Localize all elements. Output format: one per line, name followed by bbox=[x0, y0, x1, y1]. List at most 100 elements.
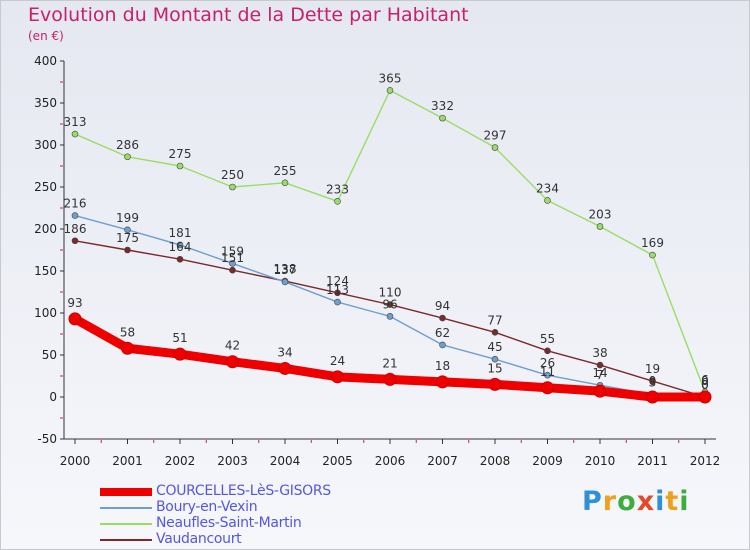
series-1-data-label: 26 bbox=[540, 356, 555, 370]
series-0-point bbox=[646, 390, 659, 404]
x-tick-label: 2004 bbox=[270, 454, 301, 468]
series-1-data-label: 137 bbox=[274, 263, 297, 277]
series-2-data-label: 169 bbox=[641, 236, 664, 250]
series-2-data-label: 203 bbox=[589, 207, 612, 221]
legend-swatch bbox=[100, 523, 152, 525]
chart-title: Evolution du Montant de la Dette par Hab… bbox=[28, 4, 469, 26]
series-3-data-label: 19 bbox=[645, 362, 660, 376]
series-2-point bbox=[71, 130, 79, 138]
series-3-data-label: 164 bbox=[169, 240, 192, 254]
series-3-point bbox=[596, 361, 604, 369]
series-3-point bbox=[439, 314, 446, 322]
y-tick-label: 200 bbox=[34, 222, 57, 236]
series-2-data-label: 6 bbox=[701, 373, 709, 387]
x-tick-label: 2010 bbox=[585, 454, 616, 468]
series-1-point bbox=[491, 355, 499, 363]
series-1-data-label: 96 bbox=[382, 297, 397, 311]
series-3-point bbox=[176, 255, 184, 263]
series-2-point bbox=[281, 179, 289, 187]
series-2-point bbox=[334, 197, 341, 205]
series-2-data-label: 332 bbox=[431, 99, 454, 113]
series-3-data-label: 94 bbox=[435, 299, 450, 313]
series-3-point bbox=[544, 347, 551, 355]
series-1-point bbox=[439, 341, 446, 349]
series-3-point bbox=[124, 246, 131, 254]
series-3-data-label: 124 bbox=[326, 274, 349, 288]
legend-swatch bbox=[100, 488, 152, 496]
series-0-data-label: 15 bbox=[487, 361, 502, 375]
series-1-data-label: 113 bbox=[326, 283, 349, 297]
series-0-point bbox=[226, 355, 239, 369]
series-1-point bbox=[71, 212, 79, 219]
y-tick-label: 400 bbox=[34, 54, 57, 68]
series-3-data-label: 110 bbox=[379, 286, 402, 300]
series-0-data-label: 21 bbox=[382, 356, 397, 370]
x-tick-label: 2009 bbox=[532, 454, 563, 468]
series-2-data-label: 233 bbox=[326, 182, 349, 196]
series-3-data-label: 77 bbox=[487, 313, 502, 327]
series-0-point bbox=[383, 372, 397, 386]
x-tick-label: 2012 bbox=[690, 454, 721, 468]
series-1-data-label: 181 bbox=[169, 226, 192, 240]
legend-swatch bbox=[100, 507, 152, 509]
series-0-point bbox=[541, 381, 554, 395]
series-1-point bbox=[124, 226, 131, 234]
series-2-data-label: 234 bbox=[536, 181, 559, 195]
series-1-data-label: 3 bbox=[649, 375, 657, 389]
y-tick-label: 100 bbox=[34, 306, 57, 320]
series-3-point bbox=[491, 329, 499, 336]
series-1-point bbox=[281, 278, 289, 286]
x-tick-label: 2011 bbox=[637, 454, 668, 468]
series-2-data-label: 313 bbox=[64, 115, 87, 129]
legend-label: Boury-en-Vexin bbox=[156, 499, 258, 515]
series-0-data-label: 42 bbox=[225, 339, 240, 353]
y-tick-label: 150 bbox=[34, 264, 57, 278]
series-0-data-label: 51 bbox=[172, 331, 187, 345]
series-2-data-label: 275 bbox=[169, 147, 192, 161]
series-0-data-label: 24 bbox=[330, 354, 345, 368]
series-0-data-label: 93 bbox=[67, 296, 82, 310]
series-3-data-label: 175 bbox=[116, 231, 139, 245]
series-2-data-label: 297 bbox=[484, 129, 507, 143]
series-0-data-label: 11 bbox=[540, 365, 555, 379]
x-tick-label: 2005 bbox=[322, 454, 353, 468]
series-2-point bbox=[439, 114, 446, 122]
series-1-data-label: 14 bbox=[592, 366, 607, 380]
series-2-data-label: 286 bbox=[116, 138, 139, 152]
x-tick-label: 2003 bbox=[217, 454, 248, 468]
series-1-point bbox=[544, 371, 551, 379]
series-2-point bbox=[544, 197, 551, 204]
series-3-point bbox=[229, 266, 236, 274]
series-1-data-label: 0 bbox=[701, 378, 709, 392]
y-tick-label: 0 bbox=[49, 390, 57, 404]
series-2-point bbox=[176, 162, 184, 170]
x-tick-label: 2007 bbox=[427, 454, 458, 468]
series-2-data-label: 365 bbox=[379, 71, 402, 85]
x-tick-label: 2006 bbox=[375, 454, 406, 468]
series-1-point bbox=[229, 260, 236, 267]
y-tick-label: -50 bbox=[37, 432, 57, 446]
series-2-point bbox=[649, 251, 656, 259]
series-1-point bbox=[176, 241, 184, 249]
series-0-data-label: 18 bbox=[435, 359, 450, 373]
series-3-point bbox=[334, 289, 341, 297]
series-0-point bbox=[278, 361, 292, 375]
series-0-data-label: 34 bbox=[277, 345, 292, 359]
series-3-data-label: 186 bbox=[64, 222, 87, 236]
series-0-point bbox=[121, 341, 134, 355]
series-3-data-label: 38 bbox=[592, 346, 607, 360]
series-0-data-label: 0 bbox=[701, 374, 709, 388]
x-tick-label: 2001 bbox=[112, 454, 143, 468]
series-0-data-label: 58 bbox=[120, 325, 135, 339]
y-tick-label: 50 bbox=[42, 348, 57, 362]
series-0-data-label: 7 bbox=[596, 368, 604, 382]
series-0-point bbox=[68, 312, 82, 326]
series-1-point bbox=[334, 298, 341, 306]
series-1-point bbox=[386, 313, 394, 320]
legend-label: Vaudancourt bbox=[156, 531, 242, 547]
legend-swatch bbox=[100, 539, 152, 541]
series-0-point bbox=[173, 347, 187, 361]
series-0-data-label: 0 bbox=[649, 374, 657, 388]
